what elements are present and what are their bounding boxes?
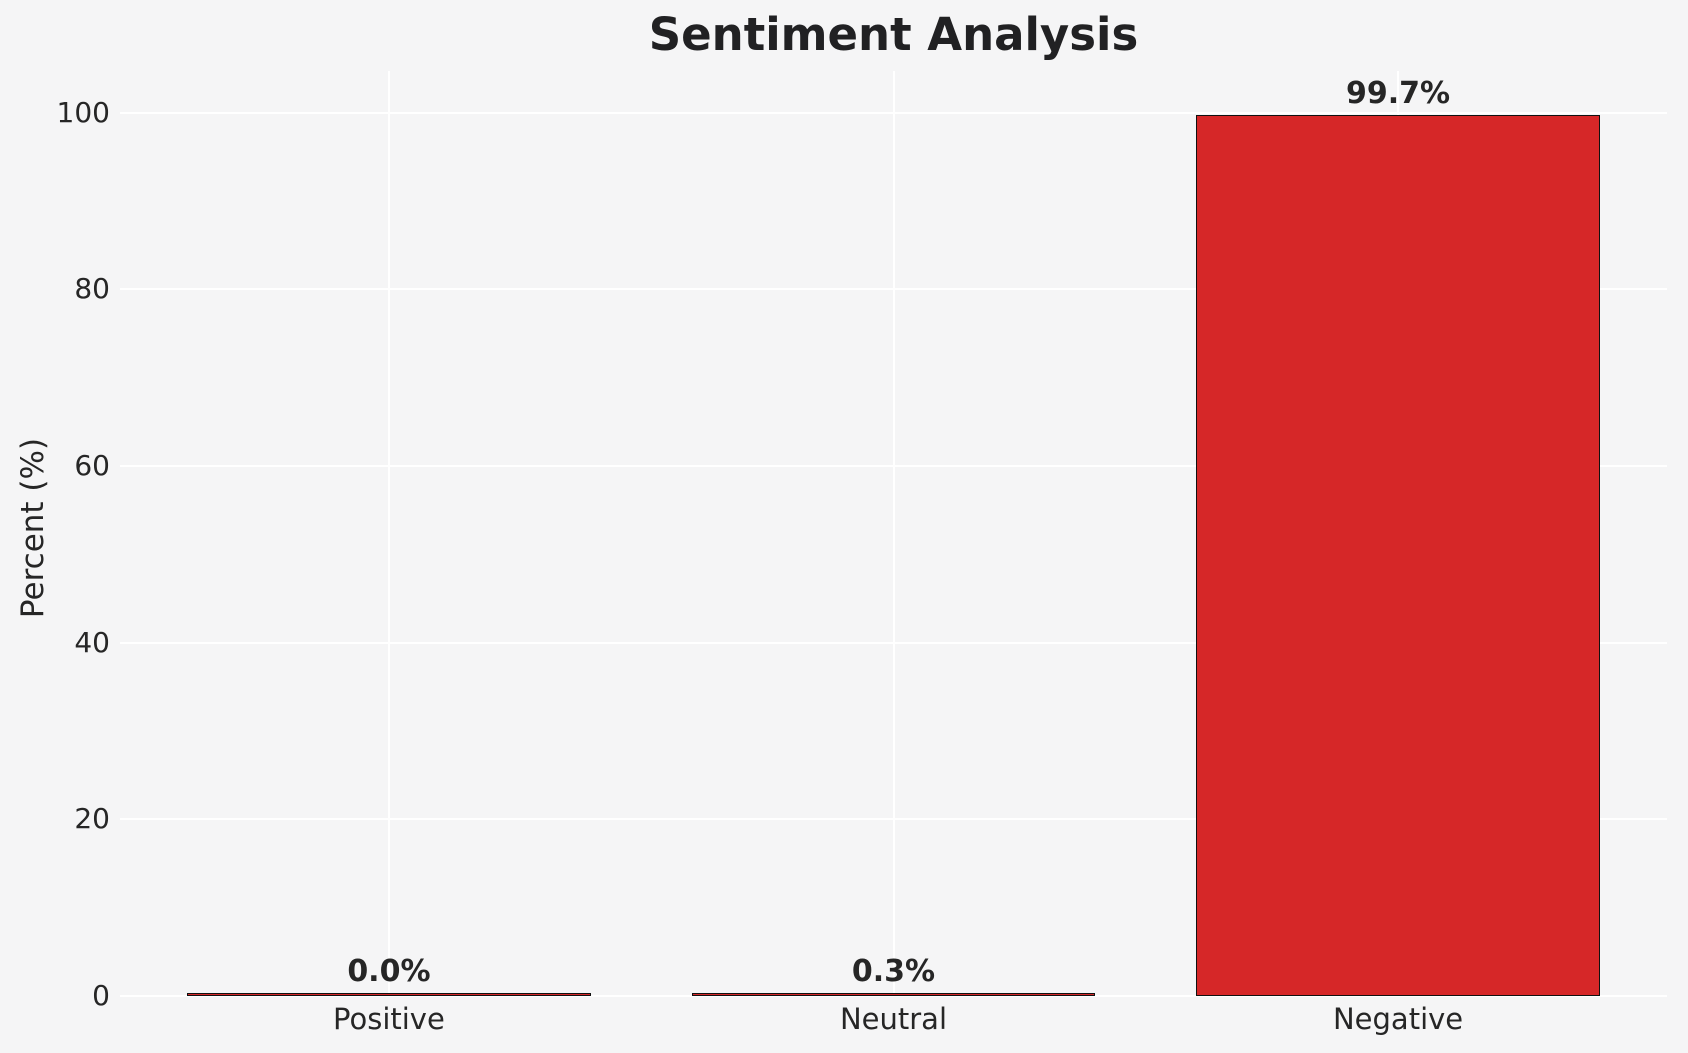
x-tick-label: Positive xyxy=(333,1002,445,1036)
y-tick-label: 20 xyxy=(74,802,110,836)
y-tick-label: 60 xyxy=(74,448,110,482)
bar-value-label: 0.3% xyxy=(851,954,936,989)
bar-value-label: 99.7% xyxy=(1346,76,1451,112)
plot-area xyxy=(120,71,1667,997)
gridline-v xyxy=(387,71,390,996)
y-tick-label: 40 xyxy=(74,625,110,659)
bar-value-label: 0.0% xyxy=(347,954,431,989)
chart-title: Sentiment Analysis xyxy=(648,8,1139,61)
bar-neutral xyxy=(691,993,1096,996)
y-tick-label: 100 xyxy=(56,95,110,129)
gridline-v xyxy=(892,71,895,996)
x-tick-label: Negative xyxy=(1332,1002,1464,1036)
bar-positive xyxy=(187,993,591,996)
gridline-h xyxy=(120,995,1667,997)
y-tick-label: 0 xyxy=(92,979,110,1012)
x-tick-label: Neutral xyxy=(839,1002,948,1036)
y-tick-label: 80 xyxy=(74,272,110,306)
bar-negative xyxy=(1196,115,1600,996)
